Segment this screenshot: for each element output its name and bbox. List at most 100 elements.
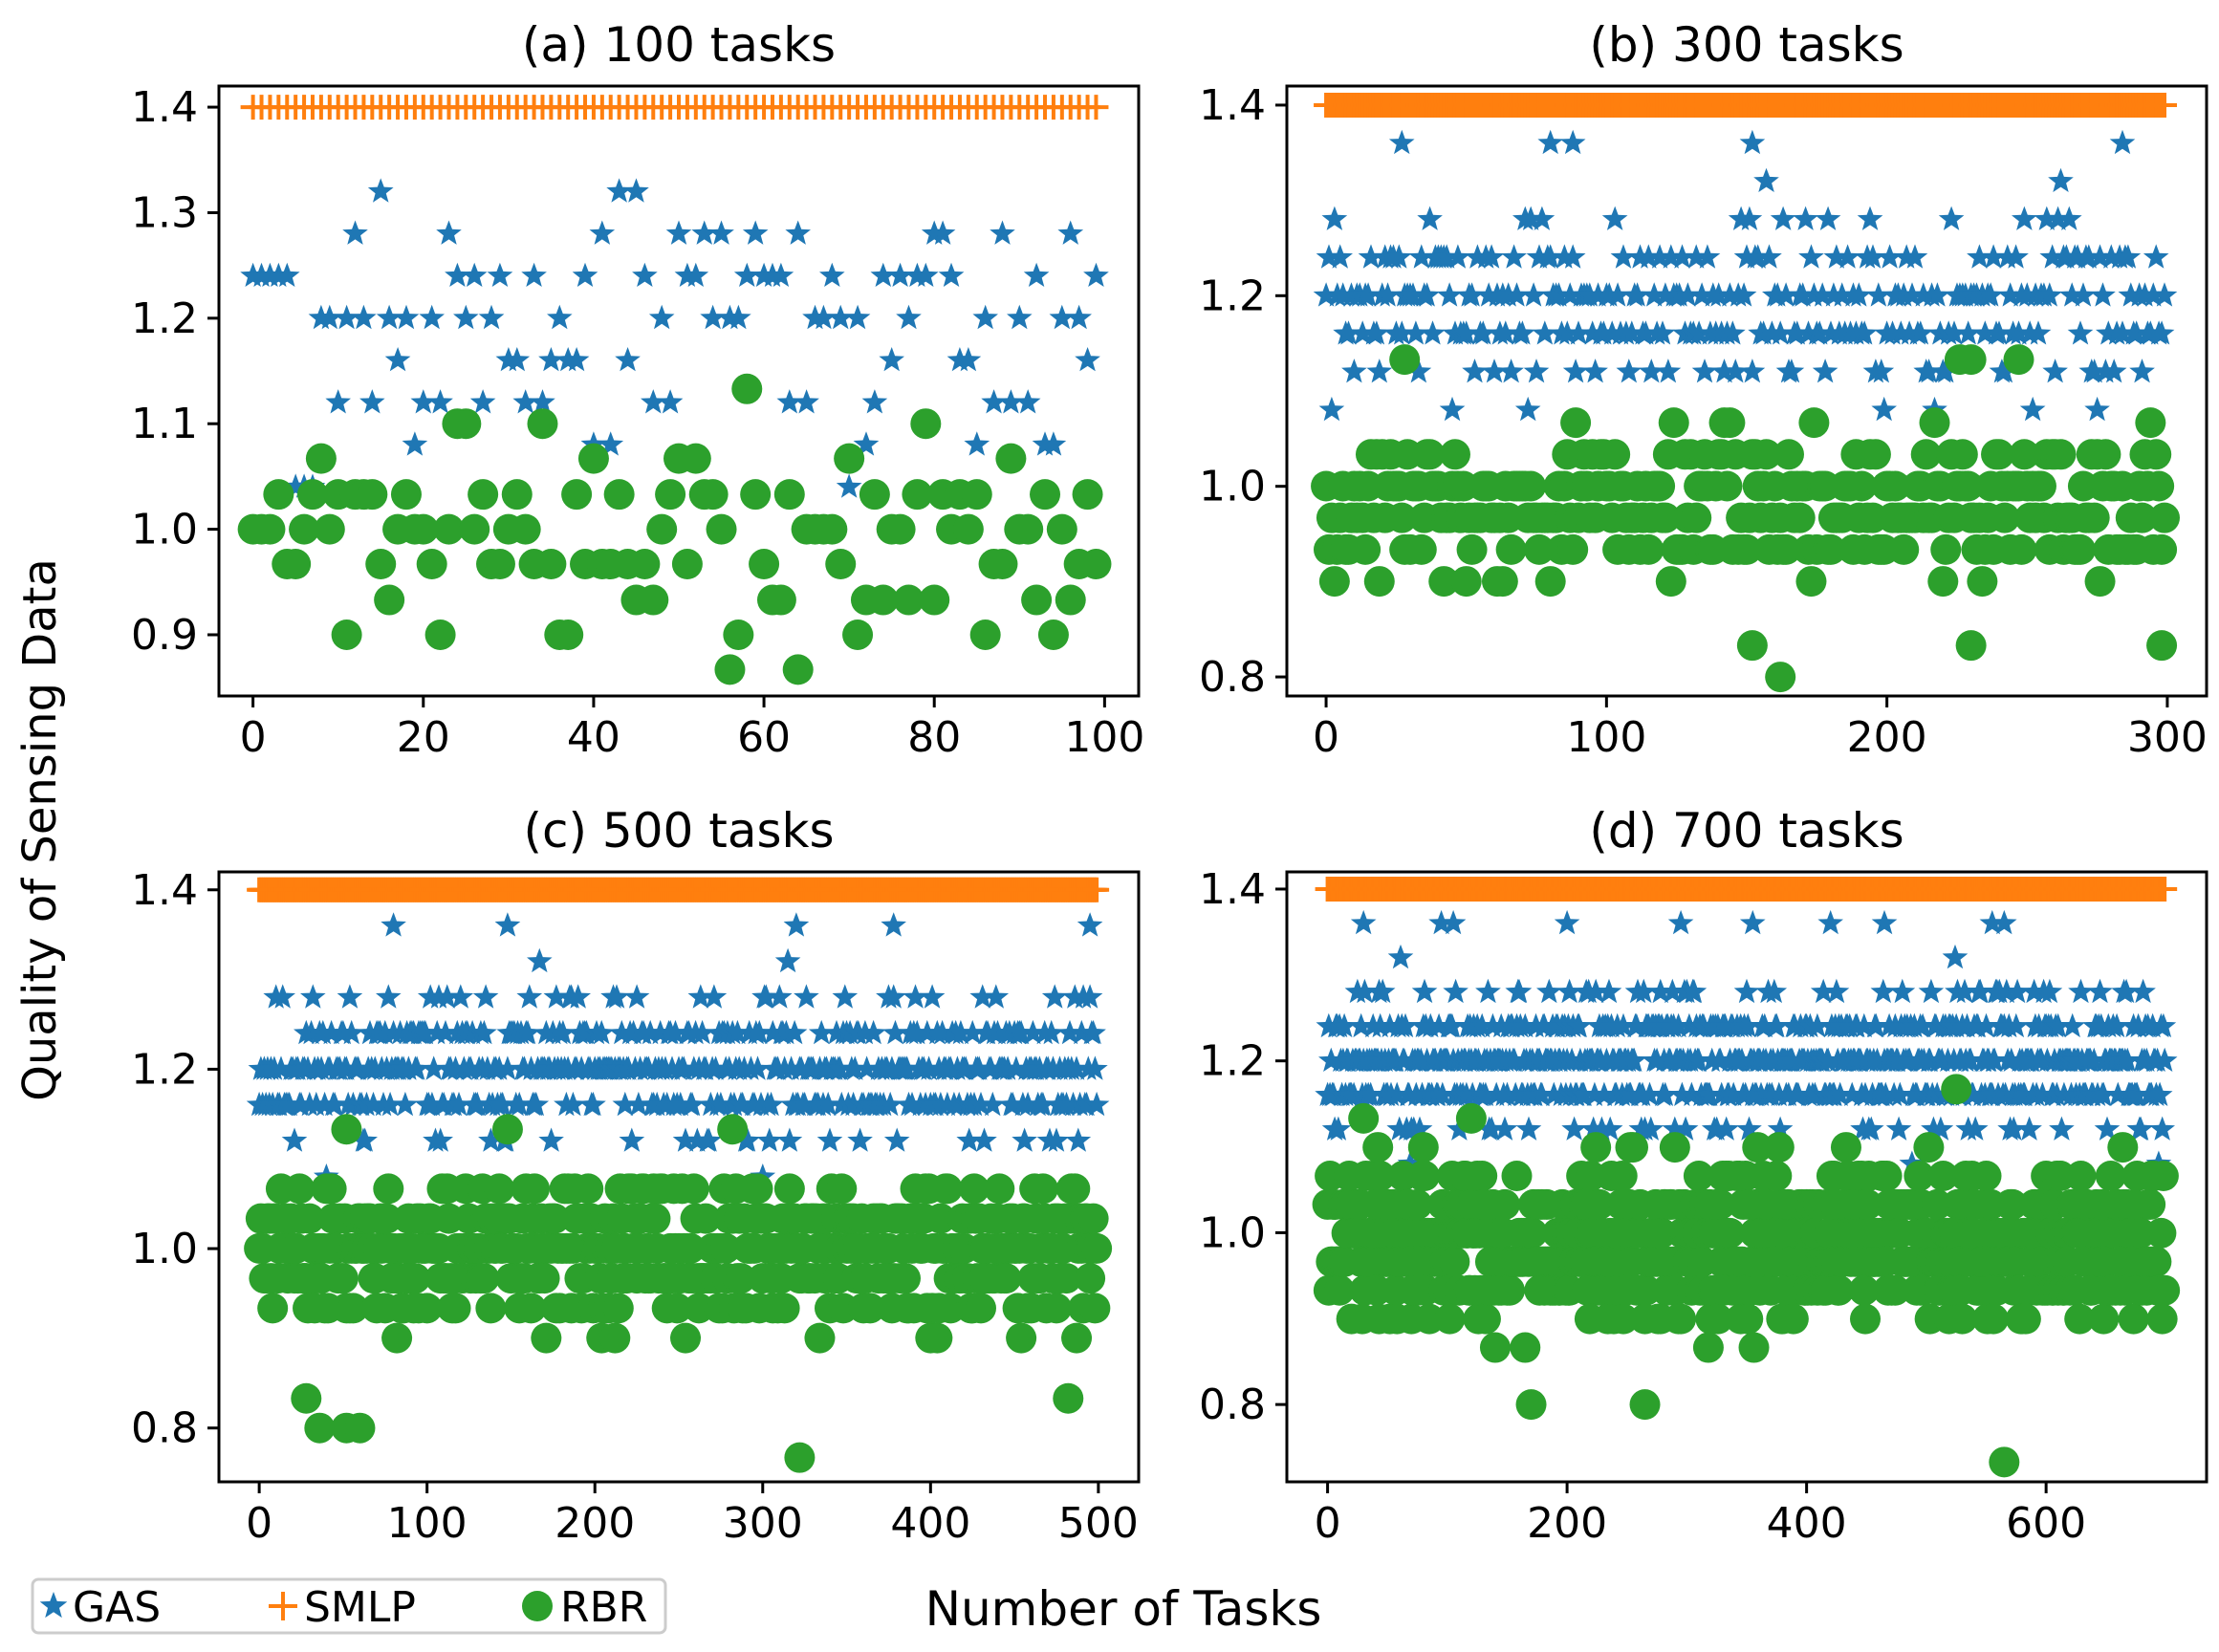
gas-point xyxy=(1857,206,1883,230)
gas-point xyxy=(427,1127,453,1152)
gas-point xyxy=(530,389,555,414)
gas-point xyxy=(774,947,801,973)
rbr-point xyxy=(331,619,362,650)
smlp-point xyxy=(1083,95,1109,120)
plot-area xyxy=(244,877,1113,1473)
gas-point xyxy=(827,304,854,330)
rbr-point xyxy=(965,1293,996,1324)
rbr-point xyxy=(1456,533,1488,565)
gas-point xyxy=(1655,359,1682,383)
legend-marker-smlp xyxy=(269,1592,297,1620)
gas-point xyxy=(1082,1055,1108,1080)
gas-point xyxy=(847,1127,873,1152)
axes-frame xyxy=(1285,84,2208,698)
rbr-point xyxy=(680,443,711,474)
gas-point xyxy=(300,984,326,1009)
rbr-point xyxy=(535,549,567,580)
gas-point xyxy=(1007,304,1033,330)
gas-point xyxy=(1512,1012,1538,1038)
gas-point xyxy=(1388,129,1415,155)
gas-point xyxy=(521,262,547,287)
rbr-point xyxy=(1428,566,1460,598)
gas-point xyxy=(1851,1012,1878,1038)
gas-point xyxy=(1631,978,1657,1004)
rbr-point xyxy=(553,619,584,650)
rbr-point xyxy=(655,479,686,511)
gas-point xyxy=(447,984,474,1009)
rbr-point xyxy=(1763,1132,1795,1163)
gas-point xyxy=(1462,359,1488,383)
y-tick-label: 1.2 xyxy=(131,1045,198,1094)
rbr-point xyxy=(2006,533,2037,565)
gas-point xyxy=(1871,396,1897,422)
gas-point xyxy=(1993,978,2020,1004)
gas-point xyxy=(1083,262,1109,287)
rbr-point xyxy=(1919,407,1950,439)
gas-point xyxy=(1784,320,1811,345)
gas-point xyxy=(1665,1012,1691,1038)
gas-point xyxy=(969,984,996,1009)
rbr-point xyxy=(1947,1303,1978,1335)
rbr-point xyxy=(1081,1232,1113,1264)
rbr-point xyxy=(1037,619,1069,650)
rbr-point xyxy=(1006,1322,1037,1354)
gas-point xyxy=(637,1019,664,1045)
rbr-point xyxy=(640,1203,671,1234)
gas-point xyxy=(360,1091,386,1117)
gas-point xyxy=(1669,1081,1695,1106)
plot-area xyxy=(1311,92,2181,693)
gas-point xyxy=(641,389,666,414)
gas-point xyxy=(2150,1012,2177,1038)
gas-point xyxy=(1942,944,1969,969)
gas-point xyxy=(560,1091,586,1117)
gas-point xyxy=(1686,320,1712,345)
gas-point xyxy=(419,304,445,330)
gas-point xyxy=(881,984,906,1009)
gas-point xyxy=(1012,1127,1037,1152)
gas-point xyxy=(316,304,343,330)
legend-item-gas: GAS xyxy=(39,1583,161,1632)
gas-point xyxy=(1063,1055,1090,1080)
gas-point xyxy=(367,178,394,203)
rbr-point xyxy=(969,619,1001,650)
gas-point xyxy=(1977,282,2004,307)
rbr-point xyxy=(296,479,328,511)
gas-point xyxy=(436,220,462,245)
rbr-point xyxy=(2135,407,2166,439)
gas-point xyxy=(648,304,675,330)
gas-point xyxy=(1751,1012,1778,1038)
gas-point xyxy=(1336,320,1361,345)
gas-point xyxy=(1517,206,1544,230)
gas-point xyxy=(445,262,470,287)
gas-point xyxy=(753,984,779,1009)
rbr-point xyxy=(400,1263,431,1294)
y-tick-label: 1.0 xyxy=(131,506,198,554)
gas-point xyxy=(1468,1012,1495,1038)
gas-point xyxy=(2080,1047,2107,1072)
gas-point xyxy=(1369,978,1396,1004)
gas-point xyxy=(523,1091,550,1117)
gas-point xyxy=(1793,206,1818,230)
rbr-point xyxy=(1523,533,1555,565)
gas-point xyxy=(1387,944,1414,969)
gas-point xyxy=(792,1091,817,1117)
rbr-point xyxy=(291,1382,322,1414)
gas-point xyxy=(972,304,998,330)
rbr-point xyxy=(1692,1332,1724,1363)
gas-point xyxy=(580,1091,606,1117)
gas-point xyxy=(794,984,819,1009)
gas-point xyxy=(1433,244,1460,269)
rbr-point xyxy=(1362,1132,1394,1163)
rbr-point xyxy=(958,1173,990,1205)
rbr-point xyxy=(1850,1303,1882,1335)
gas-point xyxy=(729,1091,755,1117)
gas-point xyxy=(1425,1012,1452,1038)
x-tick-label: 300 xyxy=(2127,713,2208,762)
rbr-point xyxy=(2149,1274,2181,1306)
rbr-point xyxy=(1773,439,1804,470)
gas-point xyxy=(776,1127,803,1152)
gas-point xyxy=(615,347,641,372)
gas-point xyxy=(1736,1116,1762,1141)
gas-point xyxy=(1556,978,1582,1004)
